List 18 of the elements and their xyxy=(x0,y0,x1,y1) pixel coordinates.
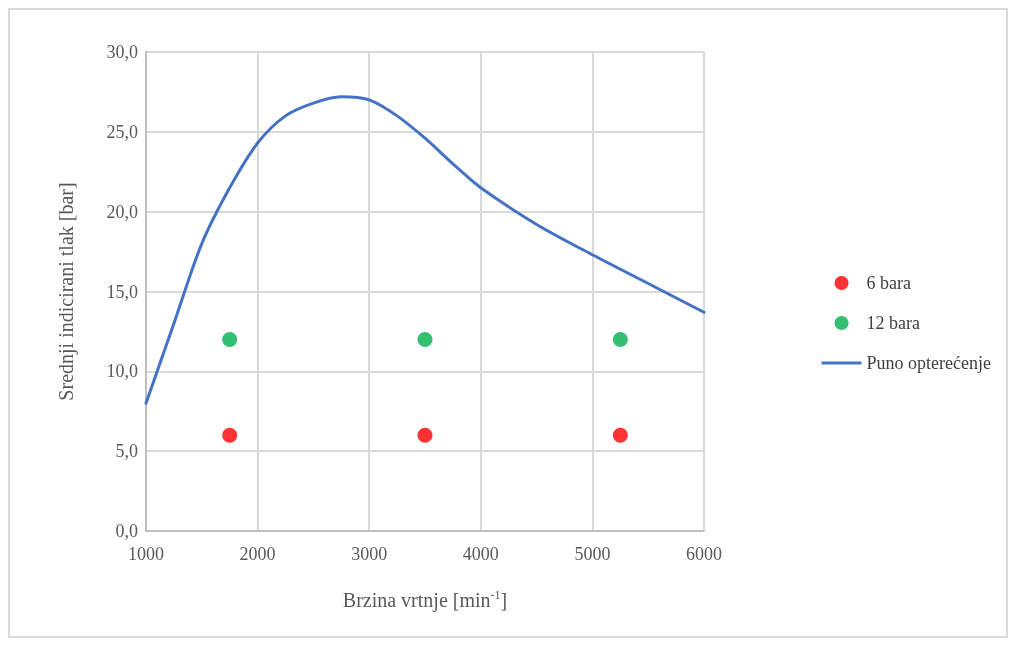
legend-label: Puno opterećenje xyxy=(866,353,992,373)
y-axis-title: Srednji indicirani tlak [bar] xyxy=(55,182,78,401)
y-tick-label: 25,0 xyxy=(106,121,138,142)
x-tick-label: 4000 xyxy=(462,544,499,564)
y-tick-label: 20,0 xyxy=(106,201,138,222)
x-tick-label: 5000 xyxy=(574,544,611,564)
line-series xyxy=(144,95,706,405)
x-tick-label: 1000 xyxy=(128,544,164,564)
x-tick-label: 2000 xyxy=(239,544,276,564)
y-tick-label: 0,0 xyxy=(115,521,138,541)
legend-label: 6 bara xyxy=(866,273,912,293)
y-tick-label: 10,0 xyxy=(106,361,138,382)
x-tick-label: 6000 xyxy=(686,544,722,564)
legend-label: 12 bara xyxy=(866,313,921,333)
y-tick-label: 30,0 xyxy=(106,42,138,62)
y-tick-label: 5,0 xyxy=(115,441,138,462)
x-tick-label: 3000 xyxy=(351,544,388,564)
y-tick-label: 15,0 xyxy=(106,281,138,302)
